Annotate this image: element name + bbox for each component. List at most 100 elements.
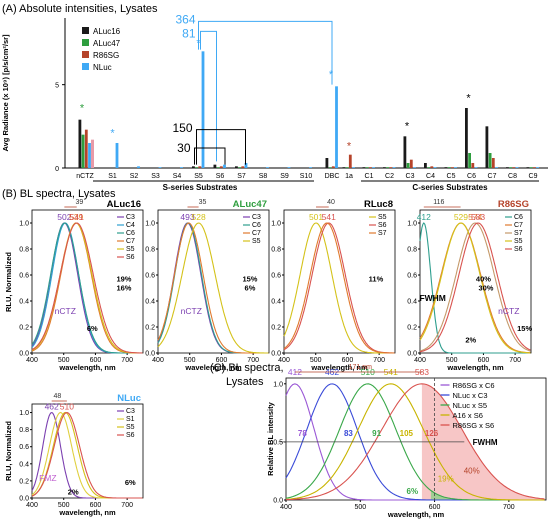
y-tick-label: 0.4: [145, 299, 155, 306]
area-fill-r86sg: [421, 383, 546, 500]
legend-label: A16 x S6: [453, 411, 483, 420]
x-tick-label: 1a: [345, 173, 353, 180]
annotation-81: 81: [182, 26, 196, 40]
legend-label-ALuc47: ALuc47: [93, 39, 121, 48]
x-axis-label: wavelength, nm: [58, 508, 116, 517]
x-tick-label: 600: [216, 357, 228, 364]
bar-ALuc47-C6: [468, 153, 471, 168]
series-line-S6: [31, 412, 143, 499]
bar-R86SG-C1: [368, 167, 372, 168]
peak-label: 574: [468, 212, 482, 222]
x-tick-label: C5: [447, 173, 456, 180]
bracket-364: [198, 20, 333, 85]
x-tick-label: S9: [280, 173, 289, 180]
fwhm-label: 91: [372, 429, 381, 438]
subplot-title: NLuc: [117, 393, 141, 404]
x-tick-label: DBC: [325, 173, 340, 180]
legend-label-S5: S5: [514, 238, 523, 245]
percent-label: 2%: [68, 488, 79, 497]
panel-c-title-2: Lysates: [226, 376, 264, 388]
legend-label-S7: S7: [514, 230, 523, 237]
peak-label: 462: [45, 402, 59, 412]
legend-label-C4: C4: [126, 222, 135, 229]
bar-ALuc16-C9: [526, 167, 530, 168]
percent-label: 40%: [464, 466, 480, 475]
bar-ALuc16-C5: [444, 167, 448, 168]
significance-star: *: [405, 121, 410, 133]
y-tick-label: 0.4: [271, 299, 281, 306]
x-tick-label: S4: [173, 173, 182, 180]
bar-ALuc47-C7: [488, 153, 492, 168]
percent-label: 16%: [116, 284, 131, 293]
bar-NLuc-S5: [201, 51, 205, 169]
y-tick-label: 0.6: [407, 273, 417, 280]
bar-NLuc-C6: [474, 167, 478, 168]
x-tick-label: 500: [58, 502, 70, 509]
peak-label: 539: [69, 212, 83, 222]
x-tick-label: 500: [184, 357, 196, 364]
panel-b-plot-RLuc8: 400 500 600 700 0.0 0.2 0.4 0.6 0.8 1.0 wavelength…: [271, 199, 396, 372]
legend-label: NLuc x S5: [453, 401, 488, 410]
annotation-label: nCTZ: [498, 306, 519, 316]
legend-swatch-R86SG: [82, 51, 89, 58]
peak-spacing-label: 48: [53, 393, 61, 400]
bar-ALuc16-C4: [424, 163, 427, 168]
bar-R86SG-C4: [430, 166, 434, 168]
significance-star: *: [80, 102, 85, 114]
y-tick-label: 0.4: [19, 461, 29, 468]
peak-spacing-label: 116: [433, 199, 444, 206]
y-tick-label: 0.5: [273, 439, 283, 446]
bar-ALuc16-1a: [342, 167, 346, 168]
plot-frame: [285, 377, 547, 501]
y-tick-label: 0.8: [145, 247, 155, 254]
annotation-30: 30: [177, 141, 191, 155]
significance-star: *: [347, 141, 352, 153]
percent-label: 11%: [369, 275, 384, 284]
x-axis-label: wavelength, nm: [387, 510, 445, 519]
legend-label-C7: C7: [252, 230, 261, 237]
bar-ALuc47-nCTZ: [81, 134, 85, 168]
plot-frame: [31, 209, 144, 354]
bar-R86SG-DBC: [331, 166, 335, 168]
bar-NLuc-S4: [180, 167, 183, 168]
peak-label: 501: [309, 212, 323, 222]
bar-NLuc-S10: [309, 167, 312, 168]
series-line-S7: [419, 222, 531, 352]
bar-NLuc-C4: [433, 167, 437, 168]
x-tick-label: S6: [216, 173, 225, 180]
x-tick-label: 600: [342, 357, 354, 364]
y-tick-label: 0.2: [19, 325, 29, 332]
peak-label: 583: [415, 367, 429, 377]
y-tick-label: 1.0: [19, 221, 29, 228]
bar-ALuc16-C2: [383, 167, 386, 168]
x-tick-label: 700: [509, 357, 521, 364]
panel-a-title: (A) Absolute intensities, Lysates: [2, 3, 158, 15]
x-tick-label: 600: [478, 357, 490, 364]
span-label: 171 nm: [349, 364, 373, 371]
percent-label: 2%: [465, 336, 476, 345]
bar-R86SG-C3: [409, 159, 413, 168]
bar-NLuc-S9: [287, 167, 291, 168]
bar-NLuc-C7: [495, 167, 498, 168]
y-tick-label: 1.0: [273, 381, 283, 388]
legend-label-S7: S7: [378, 230, 387, 237]
series-line-S5: [157, 222, 269, 354]
bar-R86SG-C7: [491, 158, 495, 168]
y-tick-label: 0.0: [19, 351, 29, 358]
area-fill-nluc-s5: [430, 490, 509, 500]
annotation-label: nCTZ: [181, 306, 202, 316]
x-tick-label: 500: [354, 504, 366, 511]
bar-ALuc16-C8: [506, 167, 509, 168]
bar-ALuc47-C9: [529, 167, 533, 168]
y-tick-label: 0.6: [145, 273, 155, 280]
bar-NLuc-C1: [372, 167, 375, 168]
bar-NLuc-C2: [392, 167, 396, 168]
panel-b-plot-NLuc: 400 500 600 700 0.0 0.2 0.4 0.6 0.8 1.0 wavelength…: [19, 393, 144, 517]
legend-label-S1: S1: [126, 416, 135, 423]
s-series-label: S-series Substrates: [163, 183, 238, 192]
peak-label: 541: [322, 212, 336, 222]
series-line-S6: [31, 222, 143, 354]
annotation-label: nCTZ: [55, 306, 76, 316]
